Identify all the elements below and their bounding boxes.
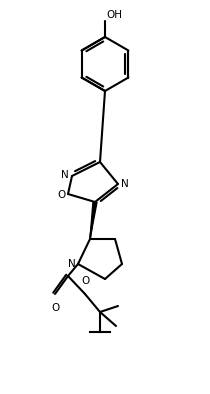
Text: OH: OH bbox=[106, 10, 122, 20]
Text: O: O bbox=[51, 303, 59, 313]
Polygon shape bbox=[90, 202, 97, 239]
Text: N: N bbox=[68, 259, 76, 269]
Text: N: N bbox=[61, 170, 69, 180]
Text: N: N bbox=[121, 179, 129, 189]
Text: O: O bbox=[82, 276, 90, 286]
Text: O: O bbox=[57, 190, 65, 200]
